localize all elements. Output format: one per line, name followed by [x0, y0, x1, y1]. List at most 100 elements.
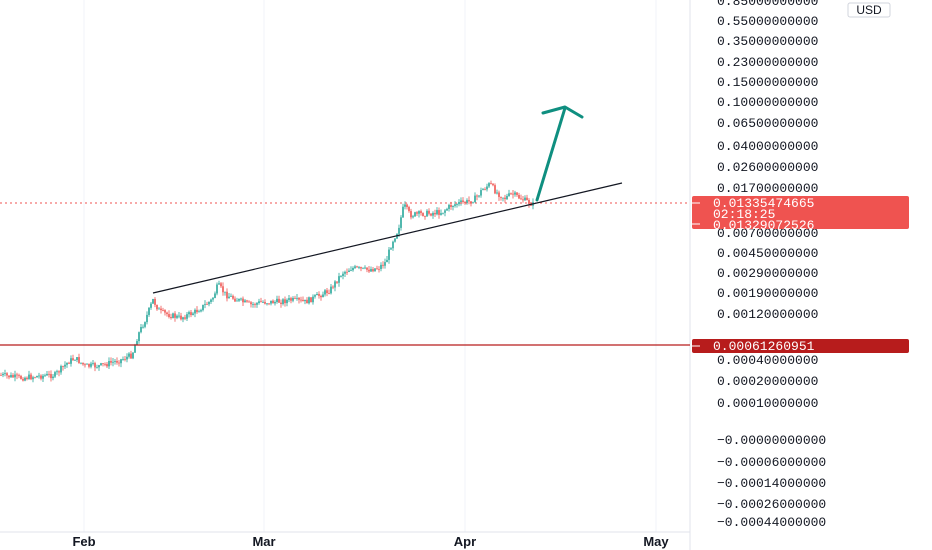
- candle-body: [400, 217, 402, 228]
- candle-body: [206, 304, 208, 305]
- candle-body: [56, 371, 58, 373]
- candle-body: [284, 299, 286, 304]
- candle-body: [0, 375, 2, 376]
- candle-body: [72, 358, 74, 361]
- candle-body: [6, 373, 8, 376]
- candle-body: [336, 281, 338, 283]
- price-tick-label: 0.04000000000: [717, 139, 818, 154]
- candle-body: [46, 373, 48, 376]
- candle-body: [292, 297, 294, 301]
- candle-body: [318, 294, 320, 296]
- last-price-tag: 0.01335474665 02:18:25 0.01329072526: [692, 196, 909, 233]
- candle-body: [306, 299, 308, 304]
- candle-body: [456, 204, 458, 205]
- candle-body: [48, 373, 50, 375]
- candle-body: [264, 301, 266, 304]
- candle-body: [178, 315, 180, 317]
- candle-body: [406, 204, 408, 208]
- candle-body: [18, 375, 20, 377]
- candle-body: [2, 373, 4, 376]
- candle-body: [510, 193, 512, 195]
- candle-body: [462, 200, 464, 203]
- candle-body: [520, 198, 522, 200]
- candle-body: [166, 312, 168, 315]
- candle-body: [216, 284, 218, 294]
- candle-body: [438, 210, 440, 215]
- candle-body: [272, 300, 274, 304]
- candle-body: [414, 212, 416, 217]
- candle-body: [62, 366, 64, 367]
- price-tick-label: 0.00010000000: [717, 396, 818, 411]
- price-tick-label: −0.00014000000: [717, 476, 826, 491]
- candle-body: [210, 299, 212, 302]
- candle-body: [466, 200, 468, 204]
- candle-body: [254, 304, 256, 305]
- candle-body: [270, 300, 272, 304]
- candle-body: [348, 270, 350, 273]
- candle-body: [38, 375, 40, 377]
- candle-body: [208, 301, 210, 305]
- candle-body: [330, 286, 332, 294]
- candle-body: [118, 362, 120, 364]
- candle-body: [282, 299, 284, 304]
- candle-body: [54, 372, 56, 377]
- candle-body: [392, 241, 394, 249]
- candle-body: [362, 267, 364, 269]
- candle-body: [500, 196, 502, 198]
- candle-body: [52, 376, 54, 379]
- candle-body: [176, 315, 178, 318]
- price-tick-label: 0.23000000000: [717, 55, 818, 70]
- candle-body: [364, 267, 366, 269]
- level-price-tag: 0.00061260951: [692, 339, 909, 354]
- time-axis[interactable]: Feb Mar Apr May: [72, 534, 669, 549]
- candle-body: [316, 294, 318, 296]
- candle-body: [30, 374, 32, 380]
- candle-body: [228, 296, 230, 299]
- candle-body: [204, 304, 206, 305]
- candle-body: [450, 204, 452, 207]
- candle-body: [50, 374, 52, 379]
- last-price-value: 0.01335474665: [713, 196, 814, 211]
- price-tick-label: −0.00000000000: [717, 433, 826, 448]
- candle-body: [398, 227, 400, 234]
- candle-body: [378, 268, 380, 270]
- candle-body: [154, 298, 156, 305]
- candle-body: [90, 363, 92, 367]
- candle-body: [288, 298, 290, 300]
- price-tick-label: −0.00026000000: [717, 497, 826, 512]
- trendline[interactable]: [152, 182, 623, 294]
- price-tick-label: 0.00190000000: [717, 286, 818, 301]
- candle-body: [442, 212, 444, 214]
- candle-body: [410, 211, 412, 218]
- candle-body: [96, 367, 98, 369]
- candle-body: [106, 364, 108, 367]
- price-tick-label: 0.00700000000: [717, 226, 818, 241]
- candle-body: [430, 213, 432, 216]
- arrow-annotation[interactable]: [535, 105, 584, 202]
- level-price-value: 0.00061260951: [713, 339, 815, 354]
- candle-body: [304, 299, 306, 302]
- candle-body: [190, 312, 192, 316]
- candle-body: [76, 357, 78, 360]
- candle-body: [172, 313, 174, 318]
- candle-body: [308, 297, 310, 304]
- candle-body: [242, 298, 244, 303]
- candle-body: [516, 192, 518, 195]
- candle-body: [196, 309, 198, 313]
- candle-body: [496, 192, 498, 194]
- candle-body: [78, 357, 80, 364]
- candle-body: [366, 267, 368, 270]
- candle-body: [418, 211, 420, 214]
- candle-body: [60, 366, 62, 373]
- candles: [0, 180, 534, 383]
- candle-body: [472, 202, 474, 204]
- candle-body: [480, 190, 482, 196]
- candle-body: [98, 365, 100, 368]
- candle-body: [102, 363, 104, 364]
- price-axis[interactable]: 0.85000000000 0.55000000000 0.35000000000 0…: [717, 0, 826, 530]
- currency-badge[interactable]: [847, 2, 891, 18]
- candle-body: [260, 301, 262, 303]
- candle-body: [424, 215, 426, 217]
- candle-body: [202, 304, 204, 311]
